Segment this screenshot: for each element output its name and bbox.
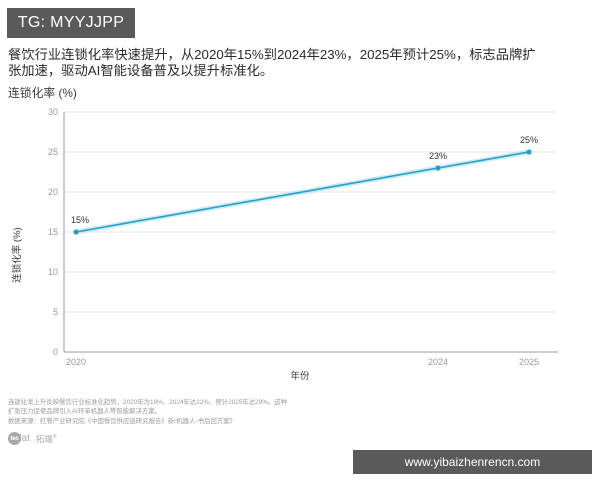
svg-text:连锁化率 (%): 连锁化率 (%)	[11, 227, 23, 282]
svg-text:15%: 15%	[71, 215, 89, 225]
svg-text:2020: 2020	[66, 357, 86, 367]
svg-text:年份: 年份	[290, 370, 310, 382]
svg-text:30: 30	[48, 107, 58, 117]
svg-text:25: 25	[48, 147, 58, 157]
svg-text:25%: 25%	[520, 135, 538, 145]
svg-text:2024: 2024	[428, 357, 448, 367]
svg-text:20: 20	[48, 187, 58, 197]
svg-text:0: 0	[53, 347, 58, 357]
svg-text:23%: 23%	[429, 151, 447, 161]
svg-text:2025: 2025	[519, 357, 539, 367]
svg-text:5: 5	[53, 307, 58, 317]
svg-text:10: 10	[48, 267, 58, 277]
svg-text:15: 15	[48, 227, 58, 237]
